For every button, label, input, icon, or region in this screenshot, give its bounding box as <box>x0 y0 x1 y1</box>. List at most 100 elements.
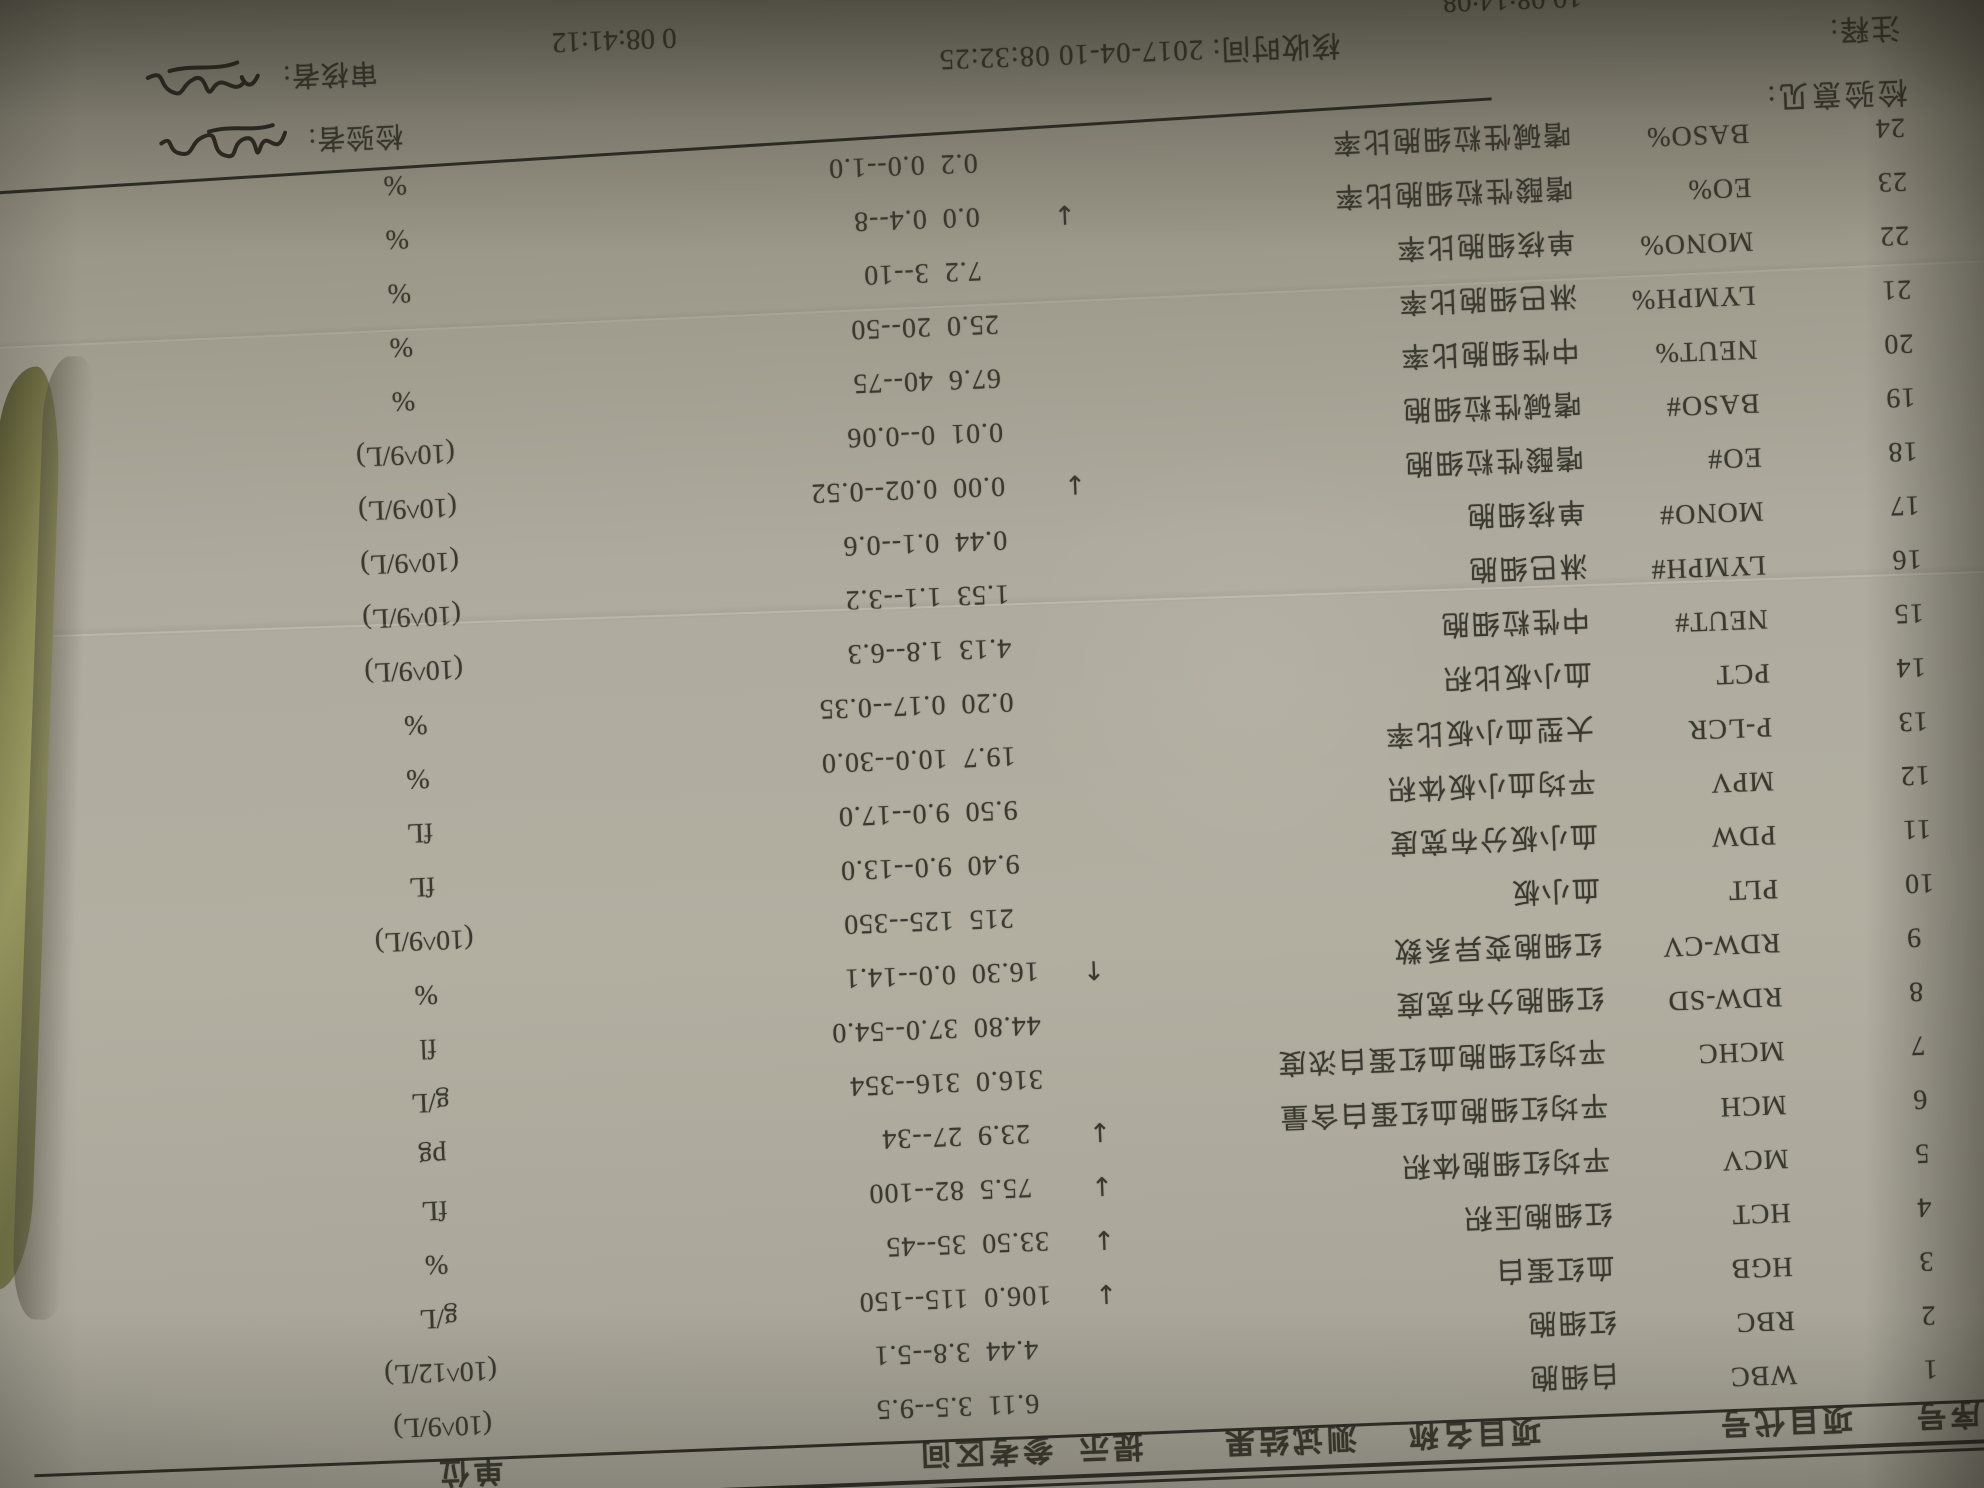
row-ref-range: 0.17--0.35 <box>818 688 947 725</box>
row-seq: 14 <box>1895 651 1927 684</box>
row-item-name: 单核细胞 <box>1464 495 1587 531</box>
examiner-signature <box>159 123 288 159</box>
row-ref-range: 0.02--0.52 <box>809 472 938 509</box>
row-ref-range: 3.8--5.1 <box>873 1336 971 1371</box>
row-result: 4.44 <box>984 1333 1039 1367</box>
clipped-print-time-right: 0 08:41:12 <box>551 21 678 59</box>
row-item-code: EO# <box>1706 441 1763 475</box>
row-item-name: 血小板比积 <box>1441 656 1593 694</box>
row-item-code: EO% <box>1686 171 1752 205</box>
row-unit: g/L <box>418 1301 459 1335</box>
row-ref-range: 0.4--8 <box>852 203 928 237</box>
row-item-code: HGB <box>1729 1250 1794 1285</box>
row-seq: 5 <box>1913 1137 1930 1169</box>
row-result: 0.20 <box>959 686 1014 720</box>
row-item-code: HCT <box>1731 1196 1792 1230</box>
row-item-code: BASO# <box>1665 387 1761 422</box>
row-unit: pg <box>417 1140 447 1173</box>
row-unit: % <box>391 384 416 417</box>
row-item-code: PCT <box>1714 657 1771 691</box>
row-ref-range: 82--100 <box>867 1174 965 1210</box>
row-item-name: 嗜碱性粒细胞 <box>1400 387 1582 426</box>
row-item-code: P-LCR <box>1687 711 1773 746</box>
row-item-code: BASO% <box>1645 117 1750 153</box>
row-seq: 18 <box>1886 435 1919 468</box>
row-ref-range: 125--350 <box>842 904 955 940</box>
row-item-code: MCH <box>1719 1088 1788 1123</box>
row-seq: 3 <box>1917 1245 1935 1277</box>
row-result: 67.6 <box>947 362 1002 396</box>
row-item-name: 白细胞 <box>1528 1358 1620 1393</box>
row-result: 25.0 <box>945 308 1000 342</box>
row-item-code: MPV <box>1709 765 1775 799</box>
row-result: 75.5 <box>978 1171 1033 1205</box>
examiner-line: 检验者: <box>153 112 405 174</box>
row-result: 0.2 <box>939 147 979 180</box>
row-unit: (10^9/L) <box>374 923 475 958</box>
row-result: 6.11 <box>986 1387 1040 1421</box>
row-item-name: 血小板 <box>1509 872 1601 908</box>
received-time-value: 2017-04-10 08:32:25 <box>938 33 1204 76</box>
row-unit: fL <box>420 1194 449 1227</box>
received-time-label: 核收时间: <box>1210 28 1342 66</box>
row-seq: 16 <box>1890 543 1923 576</box>
row-result: 9.50 <box>963 794 1019 828</box>
row-seq: 19 <box>1884 381 1916 414</box>
row-unit: (10^9/L) <box>363 653 464 689</box>
row-ref-range: 0--0.06 <box>845 418 936 454</box>
row-ref-range: 0.0--14.1 <box>843 958 957 994</box>
row-ref-range: 27--34 <box>880 1120 963 1155</box>
row-result: 215 <box>968 902 1015 936</box>
row-item-code: MCHC <box>1697 1034 1785 1070</box>
row-unit: fL <box>408 870 436 903</box>
row-item-code: MCV <box>1721 1142 1790 1177</box>
row-result: 7.2 <box>943 255 983 288</box>
row-item-name: 平均血小板体积 <box>1385 764 1597 804</box>
row-unit: (10^9/L) <box>392 1408 493 1444</box>
row-ref-range: 9.0--17.0 <box>837 796 951 832</box>
row-seq: 10 <box>1903 866 1935 900</box>
reviewer-line: 审核者: <box>137 49 379 110</box>
row-item-code: MONO# <box>1658 495 1765 531</box>
row-item-code: RDW-CV <box>1661 926 1781 963</box>
received-time-line: 核收时间: 2017-04-10 08:32:25 <box>938 26 1341 83</box>
row-seq: 21 <box>1880 273 1912 306</box>
row-seq: 15 <box>1893 597 1925 630</box>
row-item-name: 平均红细胞血红蛋白含量 <box>1277 1088 1609 1133</box>
row-ref-range: 9.0--13.0 <box>839 850 953 886</box>
row-item-code: PDW <box>1710 818 1777 853</box>
row-result: 44.80 <box>972 1009 1042 1043</box>
row-item-name: 中性粒细胞 <box>1439 602 1591 640</box>
row-unit: % <box>384 223 410 255</box>
row-seq: 17 <box>1888 489 1921 522</box>
row-ref-range: 0.0--1.0 <box>827 149 926 184</box>
row-ref-range: 40--75 <box>851 365 934 400</box>
row-item-code: WBC <box>1729 1358 1798 1393</box>
row-unit: % <box>387 276 412 309</box>
row-ref-range: 0.1--0.6 <box>842 526 940 562</box>
row-result: 0.01 <box>949 416 1004 450</box>
row-seq: 1 <box>1922 1353 1939 1385</box>
row-item-code: RBC <box>1735 1304 1796 1338</box>
row-item-code: MONO% <box>1638 225 1754 261</box>
reviewer-signature <box>146 60 261 96</box>
row-ref-range: 1.8--6.3 <box>846 634 944 670</box>
row-seq: 6 <box>1911 1083 1928 1115</box>
row-item-name: 嗜酸性粒细胞 <box>1402 441 1584 479</box>
row-result: 0.0 <box>941 201 981 234</box>
row-ref-range: 10.0--30.0 <box>820 742 949 779</box>
row-item-name: 血红蛋白 <box>1493 1250 1616 1287</box>
row-item-code: NEUT% <box>1653 333 1758 369</box>
row-result: 316.0 <box>974 1063 1044 1097</box>
row-unit: fl <box>419 1032 438 1065</box>
row-ref-range: 316--354 <box>848 1066 961 1102</box>
row-seq: 23 <box>1876 165 1908 198</box>
row-seq: 22 <box>1878 219 1910 252</box>
row-item-name: 中性细胞比率 <box>1398 333 1580 372</box>
row-item-name: 红细胞分布宽度 <box>1393 980 1605 1020</box>
row-item-code: NEUT# <box>1673 603 1769 638</box>
row-item-name: 红细胞压积 <box>1461 1196 1614 1234</box>
row-ref-range: 3--10 <box>862 257 930 291</box>
row-result: 4.13 <box>957 632 1012 666</box>
